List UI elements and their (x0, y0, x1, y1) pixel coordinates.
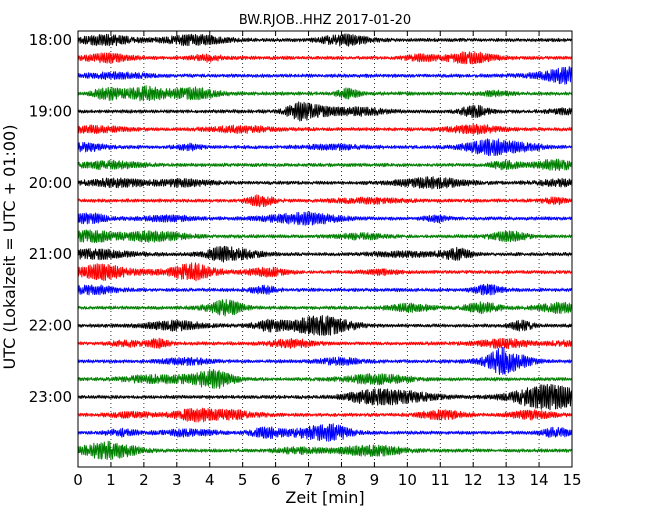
x-tick-label: 4 (205, 471, 215, 489)
trace-layer (77, 33, 573, 460)
seismogram-trace (77, 337, 573, 350)
seismogram-trace (77, 245, 573, 263)
seismogram-trace (77, 85, 573, 102)
seismogram-trace (77, 423, 573, 442)
x-tick-label: 3 (172, 471, 182, 489)
x-tick-label: 5 (238, 471, 248, 489)
chart-title: BW.RJOB..HHZ 2017-01-20 (239, 13, 411, 28)
x-tick-label: 10 (398, 471, 417, 489)
seismogram-trace (77, 440, 573, 460)
seismogram-trace (77, 299, 573, 317)
seismogram-trace (77, 211, 573, 226)
x-tick-label: 7 (304, 471, 314, 489)
x-tick-label: 6 (271, 471, 281, 489)
y-tick-label: 23:00 (29, 388, 72, 406)
x-tick-label: 1 (106, 471, 116, 489)
seismogram-trace (77, 176, 573, 190)
x-tick-label: 15 (562, 471, 581, 489)
grid-layer (110, 31, 540, 467)
y-axis: 18:00 19:00 20:00 21:00 22:00 23:00 (29, 31, 572, 406)
plot-frame (77, 30, 573, 468)
x-tick-label: 8 (337, 471, 347, 489)
x-tick-label: 0 (73, 471, 83, 489)
x-tick-label: 14 (530, 471, 549, 489)
x-tick-label: 11 (431, 471, 450, 489)
seismogram-trace (77, 138, 573, 157)
y-axis-label: UTC (Lokalzeit = UTC + 01:00) (0, 125, 19, 370)
seismogram-trace (77, 229, 573, 244)
seismogram-trace (77, 368, 573, 389)
y-tick-label: 20:00 (29, 174, 72, 192)
seismogram-trace (77, 346, 573, 375)
y-tick-label: 18:00 (29, 31, 72, 49)
seismogram-trace (77, 407, 573, 423)
x-tick-label: 13 (497, 471, 516, 489)
seismogram-trace (77, 314, 573, 336)
x-axis: 0 1 2 3 4 5 6 7 8 9 10 11 12 13 14 15 (73, 31, 582, 489)
seismogram-trace (77, 51, 573, 65)
seismogram-trace (77, 383, 573, 411)
x-tick-label: 2 (139, 471, 149, 489)
y-tick-label: 21:00 (29, 245, 72, 263)
seismogram-trace (77, 158, 573, 171)
seismogram-trace (77, 33, 573, 47)
seismogram-trace (77, 123, 573, 135)
seismogram-trace (77, 283, 573, 296)
y-tick-label: 22:00 (29, 317, 72, 335)
x-tick-label: 12 (464, 471, 483, 489)
y-tick-label: 19:00 (29, 102, 72, 120)
x-tick-label: 9 (370, 471, 380, 489)
seismogram-trace (77, 66, 573, 85)
x-axis-label: Zeit [min] (285, 488, 364, 507)
seismogram-trace (77, 194, 573, 208)
seismogram-trace (77, 101, 573, 122)
seismogram-trace (77, 262, 573, 282)
